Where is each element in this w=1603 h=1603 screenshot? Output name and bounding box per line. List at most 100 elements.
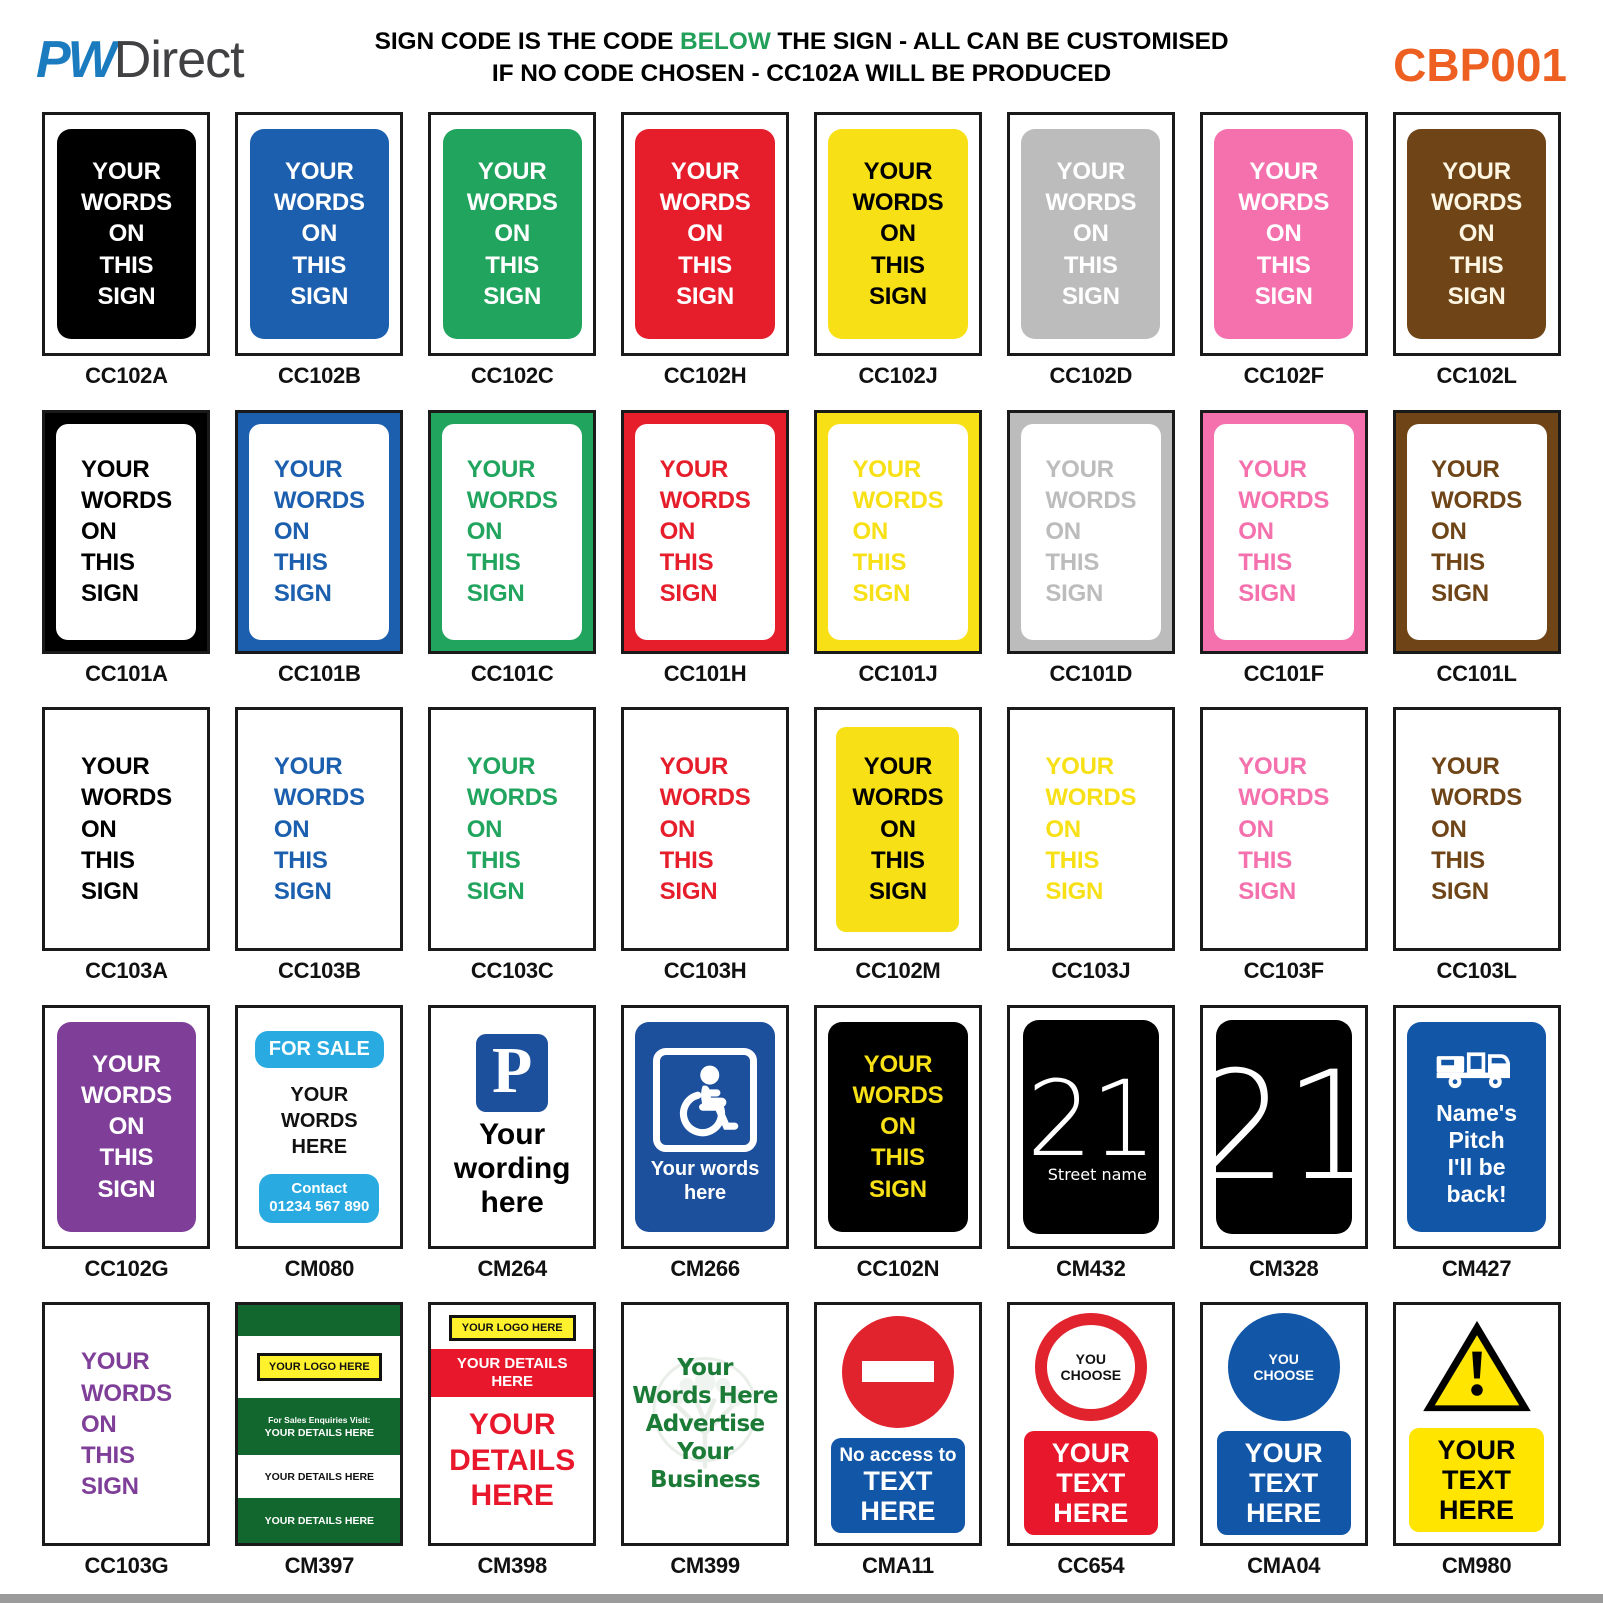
sign-frame[interactable]: YOUR LOGO HERE For Sales Enquiries Visit:… — [235, 1302, 404, 1547]
sign-plate: YOUR WORDS ON THIS SIGN — [249, 423, 390, 640]
sign-cell[interactable]: YOUR LOGO HERE For Sales Enquiries Visit:… — [223, 1298, 416, 1596]
sign-text-line: Business — [650, 1467, 761, 1494]
sign-frame[interactable]: FOR SALE YOUR WORDS HERE Contact 01234 567 89… — [235, 1004, 404, 1249]
sign-frame[interactable]: P Your wording here — [428, 1004, 597, 1249]
sign-text-line: ON — [1238, 518, 1274, 545]
sign-cell[interactable]: YOUR WORDS ON THIS SIGN CC103B — [223, 703, 416, 1001]
sign-cell[interactable]: YOUR WORDS ON THIS SIGN CC103G — [30, 1298, 223, 1596]
sign-frame[interactable]: No access to TEXT HERE — [813, 1302, 982, 1547]
sign-cell[interactable]: YOUR WORDS ON THIS SIGN CC102F — [1187, 108, 1380, 406]
sign-frame[interactable]: YOUR WORDS ON THIS SIGN — [1392, 409, 1561, 654]
sign-cell[interactable]: YOUR WORDS ON THIS SIGN CC101D — [994, 406, 1187, 704]
sign-frame[interactable]: YOUR WORDS ON THIS SIGN — [813, 112, 982, 356]
sign-cell[interactable]: YOUR WORDS ON THIS SIGN CC102A — [30, 108, 223, 406]
sign-frame[interactable]: YOUR WORDS ON THIS SIGN — [235, 112, 404, 356]
sign-text-line: SIGN — [659, 580, 718, 608]
sign-text-line: SIGN — [97, 282, 156, 310]
sign-cell[interactable]: YOUR WORDS ON THIS SIGN CC102D — [994, 108, 1187, 406]
sign-code-label: CM080 — [284, 1255, 355, 1281]
sign-frame[interactable]: YOUR WORDS ON THIS SIGN — [1006, 112, 1175, 356]
sign-cell[interactable]: YOUR WORDS ON THIS SIGN CC101J — [802, 406, 995, 704]
sign-cell[interactable]: YOUR WORDS ON THIS SIGN CC101A — [30, 406, 223, 704]
sign-frame[interactable]: YOUR WORDS ON THIS SIGN — [1006, 409, 1175, 654]
sign-frame[interactable]: YOUR WORDS ON THIS SIGN — [621, 707, 790, 952]
sign-frame[interactable]: YOUR WORDS ON THIS SIGN — [621, 112, 790, 356]
sign-text-line: ON — [659, 518, 696, 545]
sign-frame[interactable]: YOUR LOGO HERE YOUR DETAILS HERE YOUR DETAIL… — [428, 1302, 597, 1547]
sign-cell[interactable]: YOUR WORDS ON THIS SIGN CC101C — [416, 406, 609, 704]
sign-cell[interactable]: YOUR WORDS ON THIS SIGN CC102H — [609, 108, 802, 406]
sign-text: YOUR WORDS ON THIS SIGN — [81, 1049, 172, 1205]
sign-text-line: ON — [1431, 518, 1467, 545]
sign-cell[interactable]: No access to TEXT HERE CMA11 — [802, 1298, 995, 1596]
sign-frame[interactable]: YOUR WORDS ON THIS SIGN — [621, 409, 790, 654]
sign-frame[interactable]: YOUR WORDS ON THIS SIGN — [42, 1302, 211, 1547]
sign-text-line: Your — [479, 1118, 546, 1152]
sign-text-line: Your — [677, 1355, 733, 1382]
sign-frame[interactable]: YOU CHOOSE YOUR TEXT HERE — [1006, 1302, 1175, 1547]
header-line-1-highlight: BELOW — [680, 28, 771, 55]
sign-cell[interactable]: YOUR WORDS ON THIS SIGN CC103A — [30, 703, 223, 1001]
sign-frame[interactable]: YOUR WORDS ON THIS SIGN — [428, 707, 597, 952]
sign-cell[interactable]: Name's Pitch I'll be back! CM427 — [1380, 1001, 1573, 1299]
sign-frame[interactable]: YOUR WORDS ON THIS SIGN — [1199, 112, 1368, 356]
sign-cell[interactable]: 21 Street name CM432 — [994, 1001, 1187, 1299]
sign-cell[interactable]: YOUR WORDS ON THIS SIGN CC102C — [416, 108, 609, 406]
sign-cell[interactable]: YOUR WORDS ON THIS SIGN CC103H — [609, 703, 802, 1001]
sign-border: YOUR WORDS ON THIS SIGN — [816, 412, 979, 651]
sign-cell[interactable]: YOUR WORDS ON THIS SIGN CC101B — [223, 406, 416, 704]
sign-cell[interactable]: YOUR WORDS ON THIS SIGN CC102M — [802, 703, 995, 1001]
sign-frame[interactable]: YOUR WORDS ON THIS SIGN — [1199, 409, 1368, 654]
sign-cell[interactable]: YOUR WORDS ON THIS SIGN CC101L — [1380, 406, 1573, 704]
sign-frame[interactable]: YOUR WORDS ON THIS SIGN — [1006, 707, 1175, 952]
sign-cell[interactable]: YOU CHOOSE YOUR TEXT HERE CMA04 — [1187, 1298, 1380, 1596]
sign-text-line: YOUR — [659, 753, 729, 781]
sign-cell[interactable]: Your words here CM266 — [609, 1001, 802, 1299]
sign-frame[interactable]: YOUR WORDS ON THIS SIGN — [235, 409, 404, 654]
sign-frame[interactable]: YOUR TEXT HERE — [1392, 1302, 1561, 1547]
sign-frame[interactable]: YOUR WORDS ON THIS SIGN — [1392, 707, 1561, 952]
sign-text-line: YOUR — [863, 158, 933, 186]
sign-frame[interactable]: YOUR WORDS ON THIS SIGN — [42, 409, 211, 654]
sign-cell[interactable]: YOUR LOGO HERE YOUR DETAILS HERE YOUR DETAIL… — [416, 1298, 609, 1596]
sign-cell[interactable]: YOUR WORDS ON THIS SIGN CC101F — [1187, 406, 1380, 704]
sign-frame[interactable]: YOUR WORDS ON THIS SIGN — [1392, 112, 1561, 356]
sign-cell[interactable]: P Your wording here CM264 — [416, 1001, 609, 1299]
sign-frame[interactable]: YOUR WORDS ON THIS SIGN — [1199, 707, 1368, 952]
sign-frame[interactable]: YOUR WORDS ON THIS SIGN — [428, 409, 597, 654]
sign-frame[interactable]: Your Words Here Advertise Your Business — [621, 1302, 790, 1547]
sign-text-line: HERE — [1053, 1498, 1129, 1529]
sign-frame[interactable]: YOUR WORDS ON THIS SIGN — [42, 112, 211, 356]
sign-cell[interactable]: YOUR WORDS ON THIS SIGN CC102L — [1380, 108, 1573, 406]
sign-text: YOUR WORDS ON THIS SIGN — [852, 454, 943, 610]
sign-cell[interactable]: YOUR WORDS ON THIS SIGN CC102G — [30, 1001, 223, 1299]
sign-cell[interactable]: FOR SALE YOUR WORDS HERE Contact 01234 567 89… — [223, 1001, 416, 1299]
sign-frame[interactable]: YOUR WORDS ON THIS SIGN — [813, 409, 982, 654]
sign-cell[interactable]: YOUR TEXT HERE CM980 — [1380, 1298, 1573, 1596]
sign-cell[interactable]: YOUR WORDS ON THIS SIGN CC101H — [609, 406, 802, 704]
sign-cell[interactable]: Your Words Here Advertise Your Business CM399 — [609, 1298, 802, 1596]
sign-frame[interactable]: YOU CHOOSE YOUR TEXT HERE — [1199, 1302, 1368, 1547]
sign-frame[interactable]: YOUR WORDS ON THIS SIGN — [235, 707, 404, 952]
sign-cell[interactable]: YOUR WORDS ON THIS SIGN CC103F — [1187, 703, 1380, 1001]
sign-cell[interactable]: YOU CHOOSE YOUR TEXT HERE CC654 — [994, 1298, 1187, 1596]
sign-frame[interactable]: YOUR WORDS ON THIS SIGN — [42, 707, 211, 952]
sign-text-line: WORDS — [80, 486, 172, 514]
sign-cell[interactable]: YOUR WORDS ON THIS SIGN CC103L — [1380, 703, 1573, 1001]
sign-cell[interactable]: 21 CM328 — [1187, 1001, 1380, 1299]
sign-frame[interactable]: YOUR WORDS ON THIS SIGN — [813, 1004, 982, 1249]
sign-frame[interactable]: Your words here — [621, 1004, 790, 1249]
sign-cell[interactable]: YOUR WORDS ON THIS SIGN CC102N — [802, 1001, 995, 1299]
sign-text-line: CHOOSE — [1060, 1367, 1122, 1384]
sign-frame[interactable]: 21 Street name — [1006, 1004, 1175, 1249]
sign-frame[interactable]: YOUR WORDS ON THIS SIGN — [428, 112, 597, 356]
sign-text: YOUR TEXT HERE — [1413, 1435, 1539, 1526]
sign-frame[interactable]: YOUR WORDS ON THIS SIGN — [813, 707, 982, 952]
sign-frame[interactable]: YOUR WORDS ON THIS SIGN — [42, 1004, 211, 1249]
sign-cell[interactable]: YOUR WORDS ON THIS SIGN CC102B — [223, 108, 416, 406]
sign-cell[interactable]: YOUR WORDS ON THIS SIGN CC102J — [802, 108, 995, 406]
sign-cell[interactable]: YOUR WORDS ON THIS SIGN CC103C — [416, 703, 609, 1001]
sign-cell[interactable]: YOUR WORDS ON THIS SIGN CC103J — [994, 703, 1187, 1001]
sign-frame[interactable]: 21 — [1199, 1004, 1368, 1249]
sign-frame[interactable]: Name's Pitch I'll be back! — [1392, 1004, 1561, 1249]
